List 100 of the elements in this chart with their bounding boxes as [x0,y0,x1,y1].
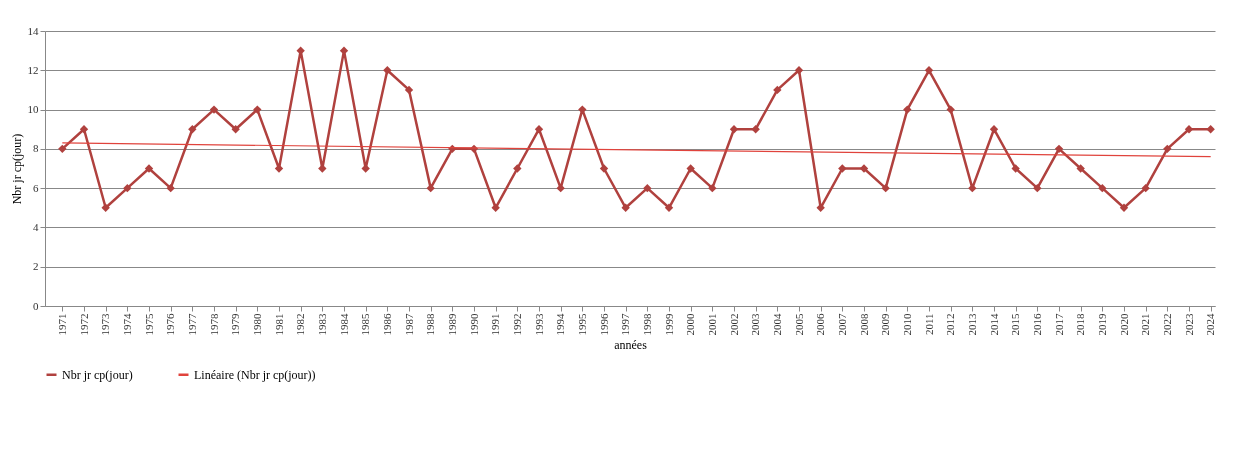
x-tick-label: 2013 [965,313,978,336]
x-tick-label: 2022 [1160,313,1173,336]
x-tick-label: 1978 [207,313,220,336]
point [708,183,717,193]
legend-label: Nbr jr cp(jour) [62,367,133,382]
x-tick-label: 2005 [792,313,805,336]
point [58,144,67,154]
x-tick-label: 1992 [510,313,523,336]
x-tick-label: 1996 [597,313,610,336]
y-tick-label: 8 [33,142,39,155]
point [1054,144,1064,154]
point [144,164,154,173]
x-tick-label: 2010 [900,313,913,336]
point [231,125,240,134]
x-tick-label: 2012 [944,313,957,336]
x-tick-label: 1985 [359,313,372,336]
x-tick-label: 2001 [705,313,718,336]
point [101,203,110,212]
point [773,85,782,95]
x-tick-label: 2011 [922,313,935,336]
point [924,66,934,75]
x-tick-label: 1989 [445,313,458,336]
x-tick-label: 2016 [1030,313,1043,336]
point [621,203,630,212]
point [686,164,695,173]
x-tick-label: 1998 [640,313,653,336]
point [188,125,197,134]
x-tick-label: 1999 [662,313,675,336]
x-tick-label: 1997 [619,313,632,336]
x-tick-label: 1977 [185,313,198,336]
x-tick-label: 1982 [294,313,307,336]
point [1119,203,1129,212]
point [838,164,847,173]
x-tick-label: 2014 [987,313,1000,336]
x-tick-label: 2008 [857,313,870,336]
y-tick-label: 4 [33,220,39,233]
x-tick-label: 1979 [229,313,242,336]
x-tick-label: 1993 [532,313,545,336]
x-tick-label: 1987 [402,313,415,336]
point [166,183,175,193]
x-tick-label: 1994 [554,313,567,336]
x-tick-label: 1981 [272,313,285,336]
point [1163,144,1172,154]
point [79,125,89,134]
x-tick-label: 1984 [337,313,350,336]
point [643,183,652,193]
x-tick-label: 1995 [575,313,588,336]
x-tick-label: 2019 [1095,313,1108,336]
y-tick-label: 6 [33,181,39,194]
point [1033,183,1042,193]
x-tick-label: 2024 [1204,313,1217,336]
x-tick-label: 2006 [814,313,827,336]
x-tick-label: 2003 [749,313,762,336]
point [491,203,500,212]
point [1141,183,1150,193]
point [989,125,999,134]
point [318,164,327,173]
point [339,46,349,55]
point [513,164,522,173]
y-tick-label: 12 [27,63,39,76]
point [274,164,284,173]
x-tick-label: 2020 [1117,313,1130,336]
y-tick-label: 14 [27,24,39,37]
x-tick-label: 1976 [164,313,177,336]
point [859,164,869,173]
x-tick-label: 2000 [684,313,697,336]
point [1206,125,1215,134]
x-tick-label: 2017 [1052,313,1065,336]
point [1098,183,1107,193]
x-tick-label: 1972 [77,313,90,336]
point [881,183,890,193]
point [903,105,912,114]
point [1011,164,1020,173]
point [751,125,760,134]
point [209,105,219,114]
legend-label: Linéaire (Nbr jr cp(jour)) [194,367,316,382]
x-tick-label: 2021 [1139,313,1152,336]
point [296,46,305,55]
point [534,125,544,134]
point [404,85,414,95]
point [729,125,739,134]
x-tick-label: 1980 [250,313,263,336]
y-axis-title: Nbr jr cp(jour) [9,133,24,205]
x-tick-label: 2007 [835,313,848,336]
point [123,183,132,193]
x-tick-label: 2009 [879,313,892,336]
x-tick-label: 1991 [489,313,502,336]
x-tick-label: 2004 [770,313,783,336]
point [253,105,262,114]
x-tick-label: 1988 [424,313,437,336]
point [946,105,955,114]
x-tick-label: 1973 [99,313,112,336]
y-tick-label: 2 [33,260,39,273]
y-tick-label: 0 [33,299,39,312]
point [664,203,674,212]
x-tick-label: 1990 [467,313,480,336]
x-tick-label: 1983 [315,313,328,336]
point [383,66,392,75]
x-tick-label: 2015 [1009,313,1022,336]
x-axis-title: années [614,337,648,352]
